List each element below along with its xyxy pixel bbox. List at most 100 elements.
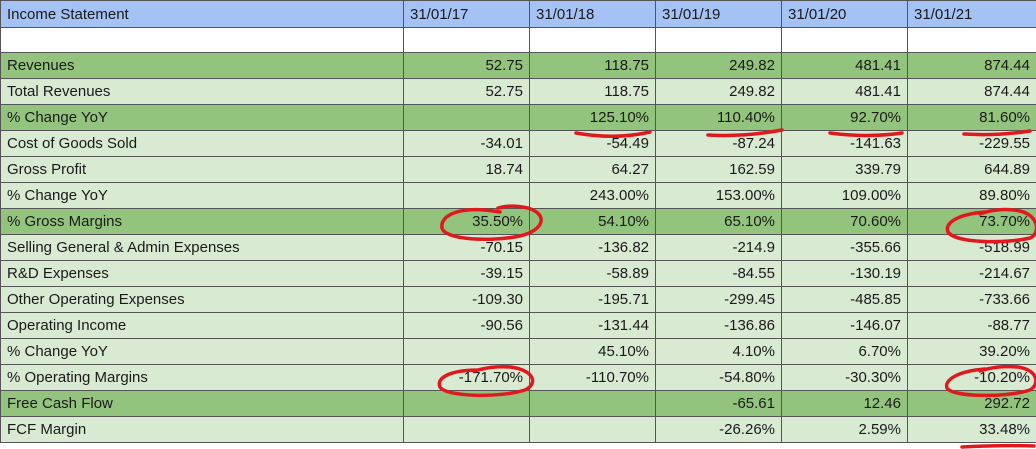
- value-cell[interactable]: -54.80%: [655, 364, 782, 391]
- value-cell[interactable]: 35.50%: [403, 208, 530, 235]
- value-cell[interactable]: -141.63: [781, 130, 908, 157]
- row-label-cell[interactable]: % Operating Margins: [0, 364, 404, 391]
- value-cell[interactable]: 292.72: [907, 390, 1036, 417]
- row-label-cell[interactable]: Total Revenues: [0, 78, 404, 105]
- value-cell[interactable]: [403, 182, 530, 209]
- value-cell[interactable]: 118.75: [529, 52, 656, 79]
- row-label-cell[interactable]: Revenues: [0, 52, 404, 79]
- value-cell[interactable]: 249.82: [655, 78, 782, 105]
- value-cell[interactable]: 12.46: [781, 390, 908, 417]
- value-cell[interactable]: -84.55: [655, 260, 782, 287]
- row-label-cell[interactable]: Cost of Goods Sold: [0, 130, 404, 157]
- row-label-cell[interactable]: Gross Profit: [0, 156, 404, 183]
- value-cell[interactable]: [403, 104, 530, 131]
- row-label-cell[interactable]: Free Cash Flow: [0, 390, 404, 417]
- row-label-cell[interactable]: % Gross Margins: [0, 208, 404, 235]
- row-label-cell[interactable]: R&D Expenses: [0, 260, 404, 287]
- value-cell[interactable]: 243.00%: [529, 182, 656, 209]
- value-cell[interactable]: -70.15: [403, 234, 530, 261]
- header-cell[interactable]: 31/01/21: [907, 0, 1036, 28]
- empty-cell[interactable]: [0, 27, 404, 53]
- value-cell[interactable]: -299.45: [655, 286, 782, 313]
- value-cell[interactable]: -65.61: [655, 390, 782, 417]
- value-cell[interactable]: -136.82: [529, 234, 656, 261]
- value-cell[interactable]: 6.70%: [781, 338, 908, 365]
- value-cell[interactable]: -214.9: [655, 234, 782, 261]
- value-cell[interactable]: 874.44: [907, 52, 1036, 79]
- value-cell[interactable]: 481.41: [781, 78, 908, 105]
- value-cell[interactable]: -10.20%: [907, 364, 1036, 391]
- value-cell[interactable]: -518.99: [907, 234, 1036, 261]
- value-cell[interactable]: -131.44: [529, 312, 656, 339]
- row-label-cell[interactable]: % Change YoY: [0, 182, 404, 209]
- value-cell[interactable]: -214.67: [907, 260, 1036, 287]
- value-cell[interactable]: -229.55: [907, 130, 1036, 157]
- value-cell[interactable]: -30.30%: [781, 364, 908, 391]
- header-cell[interactable]: Income Statement: [0, 0, 404, 28]
- row-label-cell[interactable]: FCF Margin: [0, 416, 404, 443]
- value-cell[interactable]: 89.80%: [907, 182, 1036, 209]
- empty-cell[interactable]: [529, 27, 656, 53]
- value-cell[interactable]: 18.74: [403, 156, 530, 183]
- value-cell[interactable]: -34.01: [403, 130, 530, 157]
- value-cell[interactable]: 110.40%: [655, 104, 782, 131]
- value-cell[interactable]: 33.48%: [907, 416, 1036, 443]
- value-cell[interactable]: [403, 390, 530, 417]
- value-cell[interactable]: -130.19: [781, 260, 908, 287]
- value-cell[interactable]: -58.89: [529, 260, 656, 287]
- empty-cell[interactable]: [403, 27, 530, 53]
- value-cell[interactable]: -39.15: [403, 260, 530, 287]
- empty-cell[interactable]: [655, 27, 782, 53]
- header-cell[interactable]: 31/01/20: [781, 0, 908, 28]
- row-label-cell[interactable]: % Change YoY: [0, 338, 404, 365]
- value-cell[interactable]: 125.10%: [529, 104, 656, 131]
- value-cell[interactable]: -485.85: [781, 286, 908, 313]
- value-cell[interactable]: 874.44: [907, 78, 1036, 105]
- header-cell[interactable]: 31/01/17: [403, 0, 530, 28]
- value-cell[interactable]: [529, 416, 656, 443]
- row-label-cell[interactable]: Selling General & Admin Expenses: [0, 234, 404, 261]
- value-cell[interactable]: 65.10%: [655, 208, 782, 235]
- value-cell[interactable]: -136.86: [655, 312, 782, 339]
- value-cell[interactable]: -88.77: [907, 312, 1036, 339]
- value-cell[interactable]: 70.60%: [781, 208, 908, 235]
- value-cell[interactable]: -171.70%: [403, 364, 530, 391]
- value-cell[interactable]: -146.07: [781, 312, 908, 339]
- value-cell[interactable]: 4.10%: [655, 338, 782, 365]
- value-cell[interactable]: -90.56: [403, 312, 530, 339]
- value-cell[interactable]: [403, 338, 530, 365]
- value-cell[interactable]: 153.00%: [655, 182, 782, 209]
- value-cell[interactable]: -26.26%: [655, 416, 782, 443]
- value-cell[interactable]: -733.66: [907, 286, 1036, 313]
- value-cell[interactable]: 45.10%: [529, 338, 656, 365]
- row-label-cell[interactable]: Operating Income: [0, 312, 404, 339]
- value-cell[interactable]: 52.75: [403, 52, 530, 79]
- row-label-cell[interactable]: Other Operating Expenses: [0, 286, 404, 313]
- value-cell[interactable]: 644.89: [907, 156, 1036, 183]
- value-cell[interactable]: 481.41: [781, 52, 908, 79]
- value-cell[interactable]: [403, 416, 530, 443]
- value-cell[interactable]: 81.60%: [907, 104, 1036, 131]
- row-label-cell[interactable]: % Change YoY: [0, 104, 404, 131]
- value-cell[interactable]: 118.75: [529, 78, 656, 105]
- value-cell[interactable]: 54.10%: [529, 208, 656, 235]
- value-cell[interactable]: 92.70%: [781, 104, 908, 131]
- header-cell[interactable]: 31/01/18: [529, 0, 656, 28]
- empty-cell[interactable]: [781, 27, 908, 53]
- value-cell[interactable]: -109.30: [403, 286, 530, 313]
- header-cell[interactable]: 31/01/19: [655, 0, 782, 28]
- empty-cell[interactable]: [907, 27, 1036, 53]
- value-cell[interactable]: -110.70%: [529, 364, 656, 391]
- value-cell[interactable]: 249.82: [655, 52, 782, 79]
- value-cell[interactable]: [529, 390, 656, 417]
- value-cell[interactable]: 64.27: [529, 156, 656, 183]
- value-cell[interactable]: 109.00%: [781, 182, 908, 209]
- value-cell[interactable]: -54.49: [529, 130, 656, 157]
- value-cell[interactable]: 2.59%: [781, 416, 908, 443]
- value-cell[interactable]: -355.66: [781, 234, 908, 261]
- value-cell[interactable]: 52.75: [403, 78, 530, 105]
- value-cell[interactable]: -195.71: [529, 286, 656, 313]
- value-cell[interactable]: 162.59: [655, 156, 782, 183]
- value-cell[interactable]: 39.20%: [907, 338, 1036, 365]
- value-cell[interactable]: -87.24: [655, 130, 782, 157]
